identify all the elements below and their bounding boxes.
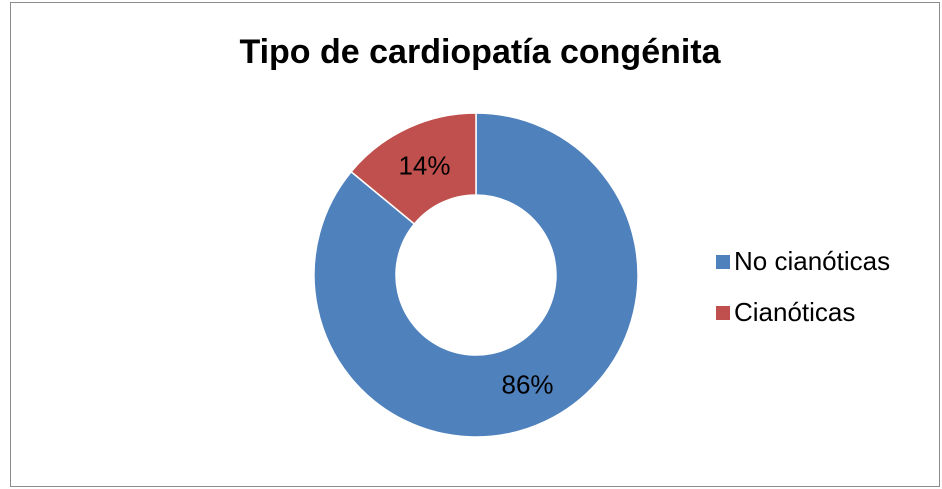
- data-label: 86%: [501, 369, 553, 399]
- legend-swatch: [716, 255, 730, 269]
- chart-title: Tipo de cardiopatía congénita: [239, 33, 721, 71]
- donut-slice: [313, 112, 639, 438]
- legend-label: No cianóticas: [734, 246, 890, 276]
- legend-swatch: [716, 306, 730, 320]
- donut-slice: [350, 112, 477, 226]
- legend-label: Cianóticas: [734, 297, 855, 327]
- data-label: 14%: [398, 150, 450, 180]
